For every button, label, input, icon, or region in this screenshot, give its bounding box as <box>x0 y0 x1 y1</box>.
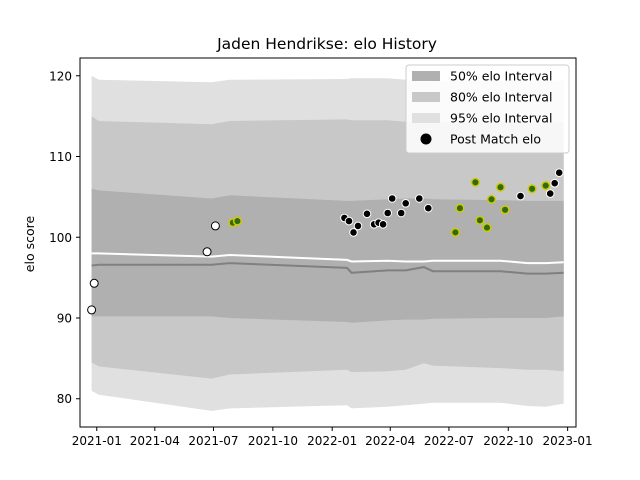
data-point <box>541 181 551 191</box>
legend-swatch <box>412 71 440 81</box>
data-point <box>516 191 525 201</box>
x-tick-label: 2021-10 <box>248 434 298 448</box>
chart-title: Jaden Hendrikse: elo History <box>216 35 437 53</box>
x-tick-label: 2021-01 <box>72 434 122 448</box>
band-50-interval <box>91 188 564 323</box>
data-point <box>495 182 506 192</box>
legend: 50% elo Interval 80% elo Interval 95% elo … <box>405 64 570 154</box>
data-point <box>349 228 358 237</box>
x-tick-label: 2022-01 <box>307 434 357 448</box>
data-point <box>344 216 354 226</box>
x-tick-label: 2021-04 <box>130 434 180 448</box>
data-point <box>378 220 388 229</box>
data-point <box>424 203 433 213</box>
data-point <box>387 194 397 203</box>
y-tick-label: 80 <box>57 392 72 406</box>
x-tick-label: 2022-07 <box>424 434 474 448</box>
trend-lines <box>91 252 564 275</box>
data-point <box>383 208 393 218</box>
data-point <box>450 227 460 237</box>
x-tick-label: 2022-10 <box>483 434 533 448</box>
data-point <box>362 209 372 219</box>
legend-label: 50% elo Interval <box>450 69 552 84</box>
post-match-points <box>87 168 564 315</box>
mean-elo-line <box>91 252 564 265</box>
data-point <box>482 223 492 233</box>
data-point <box>545 189 555 198</box>
data-point <box>89 278 99 288</box>
legend-marker <box>420 133 432 145</box>
data-point <box>87 305 97 315</box>
y-tick-label: 90 <box>57 312 72 326</box>
data-point <box>486 194 497 204</box>
legend-swatch <box>412 92 440 102</box>
data-point <box>527 184 537 194</box>
legend-label: Post Match elo <box>450 132 541 147</box>
x-tick-label: 2022-04 <box>365 434 415 448</box>
x-tick-label: 2023-01 <box>543 434 593 448</box>
plot-frame <box>79 57 577 428</box>
data-point <box>554 168 564 177</box>
median-elo-line <box>91 262 564 275</box>
y-tick-label: 120 <box>49 69 72 83</box>
interval-bands <box>91 75 564 411</box>
data-point <box>202 247 212 257</box>
data-point <box>470 177 480 187</box>
data-point <box>396 208 406 218</box>
data-point <box>401 199 411 208</box>
legend-box <box>405 64 570 154</box>
y-axis-label: elo score <box>22 216 37 273</box>
data-point <box>455 203 465 213</box>
x-axis: 2021-01 2021-04 2021-07 2021-10 2022-01 2022-… <box>72 427 593 448</box>
legend-label: 80% elo Interval <box>450 90 552 105</box>
data-point <box>210 221 220 231</box>
x-tick-label: 2021-07 <box>188 434 238 448</box>
y-tick-label: 100 <box>49 231 72 245</box>
legend-label: 95% elo Interval <box>450 111 552 126</box>
y-tick-label: 110 <box>49 150 72 164</box>
data-point <box>475 215 485 225</box>
data-point <box>232 216 242 226</box>
y-axis: 80 90 100 110 120 <box>49 69 80 406</box>
data-point <box>550 178 560 188</box>
data-point <box>353 221 363 231</box>
legend-swatch <box>412 113 440 123</box>
data-point <box>500 205 510 215</box>
data-point <box>415 194 424 203</box>
